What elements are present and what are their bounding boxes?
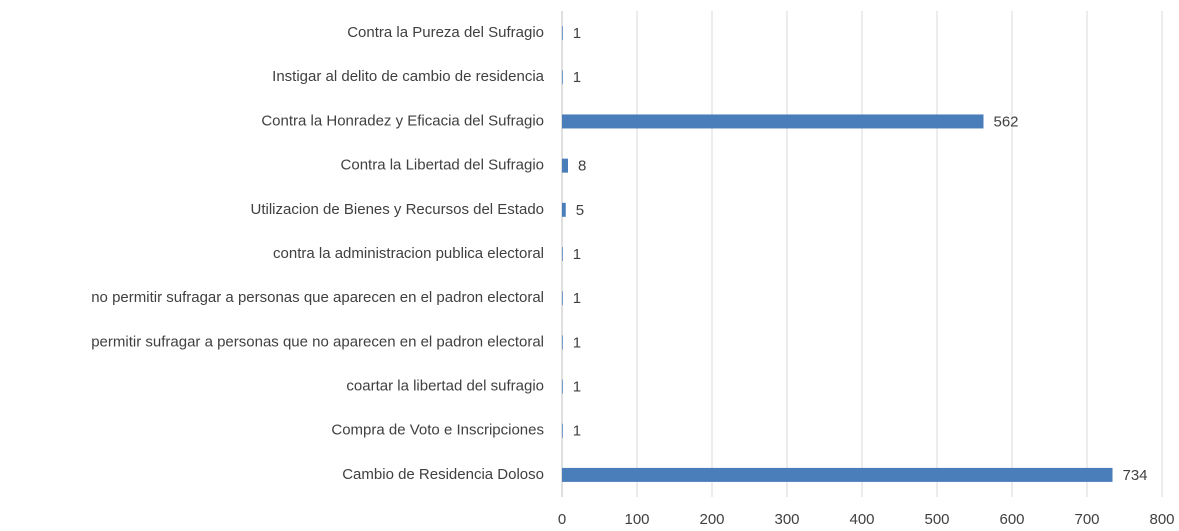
data-label: 8 bbox=[578, 158, 586, 175]
bar bbox=[562, 114, 984, 129]
data-label: 1 bbox=[573, 290, 581, 307]
x-tick-label: 400 bbox=[849, 511, 874, 528]
data-label: 562 bbox=[994, 113, 1019, 130]
x-tick-label: 600 bbox=[999, 511, 1024, 528]
bar bbox=[562, 202, 566, 217]
x-tick-label: 0 bbox=[558, 511, 566, 528]
bar bbox=[562, 379, 563, 394]
bar bbox=[562, 158, 568, 173]
y-tick-label: permitir sufragar a personas que no apar… bbox=[91, 333, 544, 350]
data-label: 1 bbox=[573, 379, 581, 396]
y-tick-label: Compra de Voto e Inscripciones bbox=[331, 422, 544, 439]
x-tick-label: 200 bbox=[699, 511, 724, 528]
y-tick-label: Contra la Honradez y Eficacia del Sufrag… bbox=[261, 112, 544, 129]
data-label: 1 bbox=[573, 69, 581, 86]
x-tick-label: 700 bbox=[1074, 511, 1099, 528]
y-tick-label: Cambio de Residencia Doloso bbox=[342, 466, 544, 483]
bar bbox=[562, 467, 1113, 482]
bar bbox=[562, 291, 563, 306]
data-label: 734 bbox=[1123, 467, 1148, 484]
data-label: 1 bbox=[573, 246, 581, 263]
x-tick-label: 800 bbox=[1149, 511, 1174, 528]
data-label: 1 bbox=[573, 25, 581, 42]
x-tick-label: 500 bbox=[924, 511, 949, 528]
y-tick-label: coartar la libertad del sufragio bbox=[346, 378, 544, 395]
y-tick-label: Utilizacion de Bienes y Recursos del Est… bbox=[251, 201, 544, 218]
bar bbox=[562, 26, 563, 41]
bar bbox=[562, 70, 563, 85]
bar bbox=[562, 247, 563, 261]
bar bbox=[562, 423, 563, 438]
bar bbox=[562, 335, 563, 350]
x-tick-label: 300 bbox=[774, 511, 799, 528]
y-tick-label: Contra la Libertad del Sufragio bbox=[341, 157, 544, 174]
data-label: 5 bbox=[576, 202, 584, 219]
data-label: 1 bbox=[573, 423, 581, 440]
x-tick-label: 100 bbox=[624, 511, 649, 528]
y-tick-label: Instigar al delito de cambio de residenc… bbox=[272, 68, 544, 85]
y-tick-label: Contra la Pureza del Sufragio bbox=[347, 24, 544, 41]
y-tick-label: contra la administracion publica elector… bbox=[273, 245, 544, 262]
y-tick-label: no permitir sufragar a personas que apar… bbox=[91, 289, 544, 306]
data-label: 1 bbox=[573, 334, 581, 351]
